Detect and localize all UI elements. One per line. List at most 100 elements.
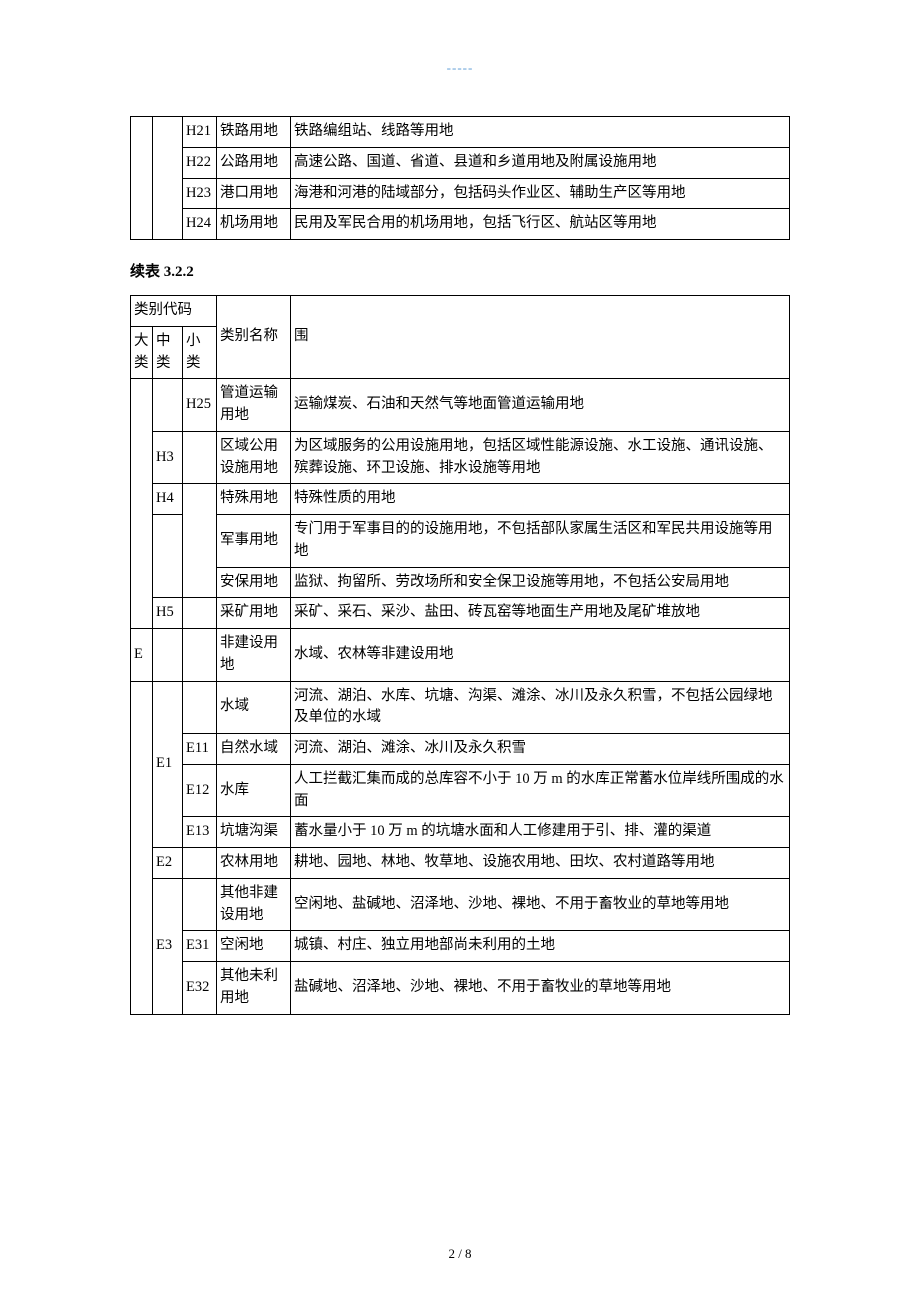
- cell-xiao: H21: [183, 117, 217, 148]
- cell-xiao: [183, 484, 217, 598]
- cell-desc: 高速公路、国道、省道、县道和乡道用地及附属设施用地: [291, 147, 790, 178]
- cell-name: 港口用地: [217, 178, 291, 209]
- cell-zhong: E1: [153, 681, 183, 848]
- cell-xiao: [183, 681, 217, 734]
- cell-desc: 铁路编组站、线路等用地: [291, 117, 790, 148]
- cell-name: 空闲地: [217, 931, 291, 962]
- table-row: H23 港口用地 海港和河港的陆域部分，包括码头作业区、辅助生产区等用地: [131, 178, 790, 209]
- table-row: E12 水库 人工拦截汇集而成的总库容不小于 10 万 m 的水库正常蓄水位岸线…: [131, 764, 790, 817]
- header-da: 大类: [131, 326, 153, 379]
- cell-zhong: [153, 515, 183, 598]
- cell-name: 机场用地: [217, 209, 291, 240]
- table-row: E11 自然水域 河流、湖泊、滩涂、冰川及永久积雪: [131, 734, 790, 765]
- table-row: 安保用地 监狱、拘留所、劳改场所和安全保卫设施等用地，不包括公安局用地: [131, 567, 790, 598]
- table-row: H24 机场用地 民用及军民合用的机场用地，包括飞行区、航站区等用地: [131, 209, 790, 240]
- cell-zhong: H5: [153, 598, 183, 629]
- table-row: H4 特殊用地 特殊性质的用地: [131, 484, 790, 515]
- cell-zhong: [153, 629, 183, 682]
- cell-da: [131, 117, 153, 240]
- section-title: 续表 3.2.2: [130, 260, 790, 281]
- cell-zhong: H4: [153, 484, 183, 515]
- cell-name: 水库: [217, 764, 291, 817]
- cell-xiao: [183, 848, 217, 879]
- cell-xiao: H22: [183, 147, 217, 178]
- cell-desc: 运输煤炭、石油和天然气等地面管道运输用地: [291, 379, 790, 432]
- header-name: 类别名称: [217, 296, 291, 379]
- table-row: H5 采矿用地 采矿、采石、采沙、盐田、砖瓦窑等地面生产用地及尾矿堆放地: [131, 598, 790, 629]
- cell-xiao: [183, 431, 217, 484]
- cell-da: E: [131, 629, 153, 682]
- cell-desc: 城镇、村庄、独立用地部尚未利用的土地: [291, 931, 790, 962]
- cell-xiao: [183, 878, 217, 931]
- cell-name: 管道运输用地: [217, 379, 291, 432]
- table-row: E1 水域 河流、湖泊、水库、坑塘、沟渠、滩涂、冰川及永久积雪，不包括公园绿地及…: [131, 681, 790, 734]
- cell-desc: 水域、农林等非建设用地: [291, 629, 790, 682]
- table-row: H25 管道运输用地 运输煤炭、石油和天然气等地面管道运输用地: [131, 379, 790, 432]
- cell-desc: 河流、湖泊、滩涂、冰川及永久积雪: [291, 734, 790, 765]
- table-row: H22 公路用地 高速公路、国道、省道、县道和乡道用地及附属设施用地: [131, 147, 790, 178]
- table-row: E3 其他非建设用地 空闲地、盐碱地、沼泽地、沙地、裸地、不用于畜牧业的草地等用…: [131, 878, 790, 931]
- cell-zhong: [153, 379, 183, 432]
- table-row: H3 区域公用设施用地 为区域服务的公用设施用地，包括区域性能源设施、水工设施、…: [131, 431, 790, 484]
- cell-xiao: E32: [183, 962, 217, 1015]
- cell-da: [131, 379, 153, 629]
- cell-name: 铁路用地: [217, 117, 291, 148]
- cell-name: 采矿用地: [217, 598, 291, 629]
- cell-name: 军事用地: [217, 515, 291, 568]
- cell-desc: 民用及军民合用的机场用地，包括飞行区、航站区等用地: [291, 209, 790, 240]
- cell-desc: 耕地、园地、林地、牧草地、设施农用地、田坎、农村道路等用地: [291, 848, 790, 879]
- table-row: E32 其他未利用地 盐碱地、沼泽地、沙地、裸地、不用于畜牧业的草地等用地: [131, 962, 790, 1015]
- table-row: 军事用地 专门用于军事目的的设施用地，不包括部队家属生活区和军民共用设施等用地: [131, 515, 790, 568]
- header-code: 类别代码: [131, 296, 217, 327]
- cell-xiao: H23: [183, 178, 217, 209]
- cell-desc: 河流、湖泊、水库、坑塘、沟渠、滩涂、冰川及永久积雪，不包括公园绿地及单位的水域: [291, 681, 790, 734]
- cell-desc: 空闲地、盐碱地、沼泽地、沙地、裸地、不用于畜牧业的草地等用地: [291, 878, 790, 931]
- cell-desc: 采矿、采石、采沙、盐田、砖瓦窑等地面生产用地及尾矿堆放地: [291, 598, 790, 629]
- cell-desc: 监狱、拘留所、劳改场所和安全保卫设施等用地，不包括公安局用地: [291, 567, 790, 598]
- cell-desc: 专门用于军事目的的设施用地，不包括部队家属生活区和军民共用设施等用地: [291, 515, 790, 568]
- cell-desc: 海港和河港的陆域部分，包括码头作业区、辅助生产区等用地: [291, 178, 790, 209]
- cell-xiao: E31: [183, 931, 217, 962]
- cell-name: 公路用地: [217, 147, 291, 178]
- cell-zhong: H3: [153, 431, 183, 484]
- cell-zhong: E3: [153, 878, 183, 1014]
- table-2: 类别代码 类别名称 围 大类 中类 小类 H25 管道运输用地 运输煤炭、石油和…: [130, 295, 790, 1015]
- cell-zhong: [153, 117, 183, 240]
- table-header-row: 类别代码 类别名称 围: [131, 296, 790, 327]
- header-zhong: 中类: [153, 326, 183, 379]
- cell-name: 农林用地: [217, 848, 291, 879]
- table-1: H21 铁路用地 铁路编组站、线路等用地 H22 公路用地 高速公路、国道、省道…: [130, 116, 790, 240]
- cell-name: 其他非建设用地: [217, 878, 291, 931]
- cell-name: 非建设用地: [217, 629, 291, 682]
- table-row: E 非建设用地 水域、农林等非建设用地: [131, 629, 790, 682]
- cell-xiao: E12: [183, 764, 217, 817]
- cell-desc: 人工拦截汇集而成的总库容不小于 10 万 m 的水库正常蓄水位岸线所围成的水面: [291, 764, 790, 817]
- cell-xiao: H24: [183, 209, 217, 240]
- cell-name: 安保用地: [217, 567, 291, 598]
- cell-name: 其他未利用地: [217, 962, 291, 1015]
- cell-desc: 为区域服务的公用设施用地，包括区域性能源设施、水工设施、通讯设施、殡葬设施、环卫…: [291, 431, 790, 484]
- cell-xiao: [183, 598, 217, 629]
- header-scope: 围: [291, 296, 790, 379]
- table-row: E2 农林用地 耕地、园地、林地、牧草地、设施农用地、田坎、农村道路等用地: [131, 848, 790, 879]
- cell-desc: 蓄水量小于 10 万 m 的坑塘水面和人工修建用于引、排、灌的渠道: [291, 817, 790, 848]
- table-row: E31 空闲地 城镇、村庄、独立用地部尚未利用的土地: [131, 931, 790, 962]
- header-xiao: 小类: [183, 326, 217, 379]
- cell-xiao: E11: [183, 734, 217, 765]
- cell-name: 区域公用设施用地: [217, 431, 291, 484]
- cell-name: 水域: [217, 681, 291, 734]
- cell-zhong: E2: [153, 848, 183, 879]
- table-row: E13 坑塘沟渠 蓄水量小于 10 万 m 的坑塘水面和人工修建用于引、排、灌的…: [131, 817, 790, 848]
- page-number: 2 / 8: [0, 1246, 920, 1262]
- table-row: H21 铁路用地 铁路编组站、线路等用地: [131, 117, 790, 148]
- cell-name: 坑塘沟渠: [217, 817, 291, 848]
- cell-xiao: E13: [183, 817, 217, 848]
- cell-desc: 盐碱地、沼泽地、沙地、裸地、不用于畜牧业的草地等用地: [291, 962, 790, 1015]
- cell-da: [131, 681, 153, 1014]
- cell-xiao: H25: [183, 379, 217, 432]
- header-marker: -----: [130, 60, 790, 76]
- cell-name: 自然水域: [217, 734, 291, 765]
- cell-xiao: [183, 629, 217, 682]
- cell-name: 特殊用地: [217, 484, 291, 515]
- cell-desc: 特殊性质的用地: [291, 484, 790, 515]
